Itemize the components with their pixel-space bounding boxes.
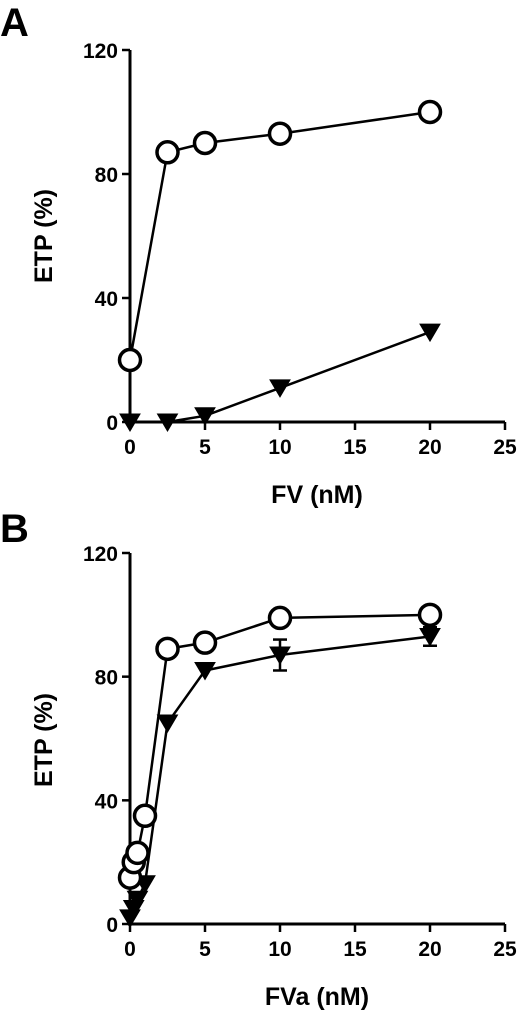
data-point-circle [417,602,443,628]
y-tick-label: 0 [106,914,118,937]
y-tick-label: 120 [83,40,118,63]
panel-label-a: A [0,1,29,45]
series-line [130,330,431,424]
data-point-circle [417,99,443,125]
data-point-triangle [156,714,179,734]
data-point-circle [132,803,158,829]
x-tick-label: 25 [493,436,517,459]
x-tick-label: 0 [124,938,136,961]
y-tick-label: 80 [95,164,118,187]
data-layer [117,99,443,432]
x-tick-label: 10 [268,938,291,961]
data-point-circle [155,636,180,662]
y-tick-label: 0 [106,412,118,435]
data-point-triangle [419,627,441,647]
data-point-triangle [269,646,291,666]
y-axis-title: ETP (%) [30,189,58,283]
data-point-circle [125,840,150,866]
x-tick-label: 15 [343,938,367,961]
x-tick-label: 15 [343,436,367,459]
data-point-circle [192,630,218,655]
panel-a: A FV (nM) ETP (%) 0 5 10 15 20 25 0 40 80 120 [0,1,517,509]
data-point-circle [267,605,293,631]
panel-label-b: B [0,507,29,551]
y-axis-title: ETP (%) [30,693,58,787]
data-point-circle [155,140,180,165]
data-point-triangle [194,407,216,426]
data-point-triangle [126,890,149,910]
x-axis-title: FVa (nM) [265,983,369,1011]
data-layer [117,602,443,928]
data-point-triangle [269,379,291,398]
data-point-circle [117,347,143,373]
ticks: 0 5 10 15 20 25 0 40 80 120 [83,543,517,961]
x-tick-label: 20 [418,436,441,459]
y-tick-label: 80 [95,667,118,690]
panel-b: B FVa (nM) ETP (%) 0 5 10 15 20 25 0 40 80 120 [0,507,517,1011]
data-point-circle [192,130,218,156]
y-tick-label: 40 [95,288,118,311]
data-point-triangle [194,661,216,681]
x-axis-title: FV (nM) [271,481,363,509]
y-tick-label: 120 [83,543,118,566]
data-point-triangle [419,323,441,343]
data-point-triangle [156,413,179,432]
x-tick-label: 25 [493,938,517,961]
x-tick-label: 20 [418,938,441,961]
x-tick-label: 10 [268,436,291,459]
data-point-triangle [119,413,141,432]
y-tick-label: 40 [95,790,118,813]
x-tick-label: 0 [124,436,136,459]
x-tick-label: 5 [199,436,211,459]
x-tick-label: 5 [199,938,211,961]
ticks: 0 5 10 15 20 25 0 40 80 120 [83,40,517,459]
series-line [128,635,431,919]
data-point-circle [267,121,293,146]
